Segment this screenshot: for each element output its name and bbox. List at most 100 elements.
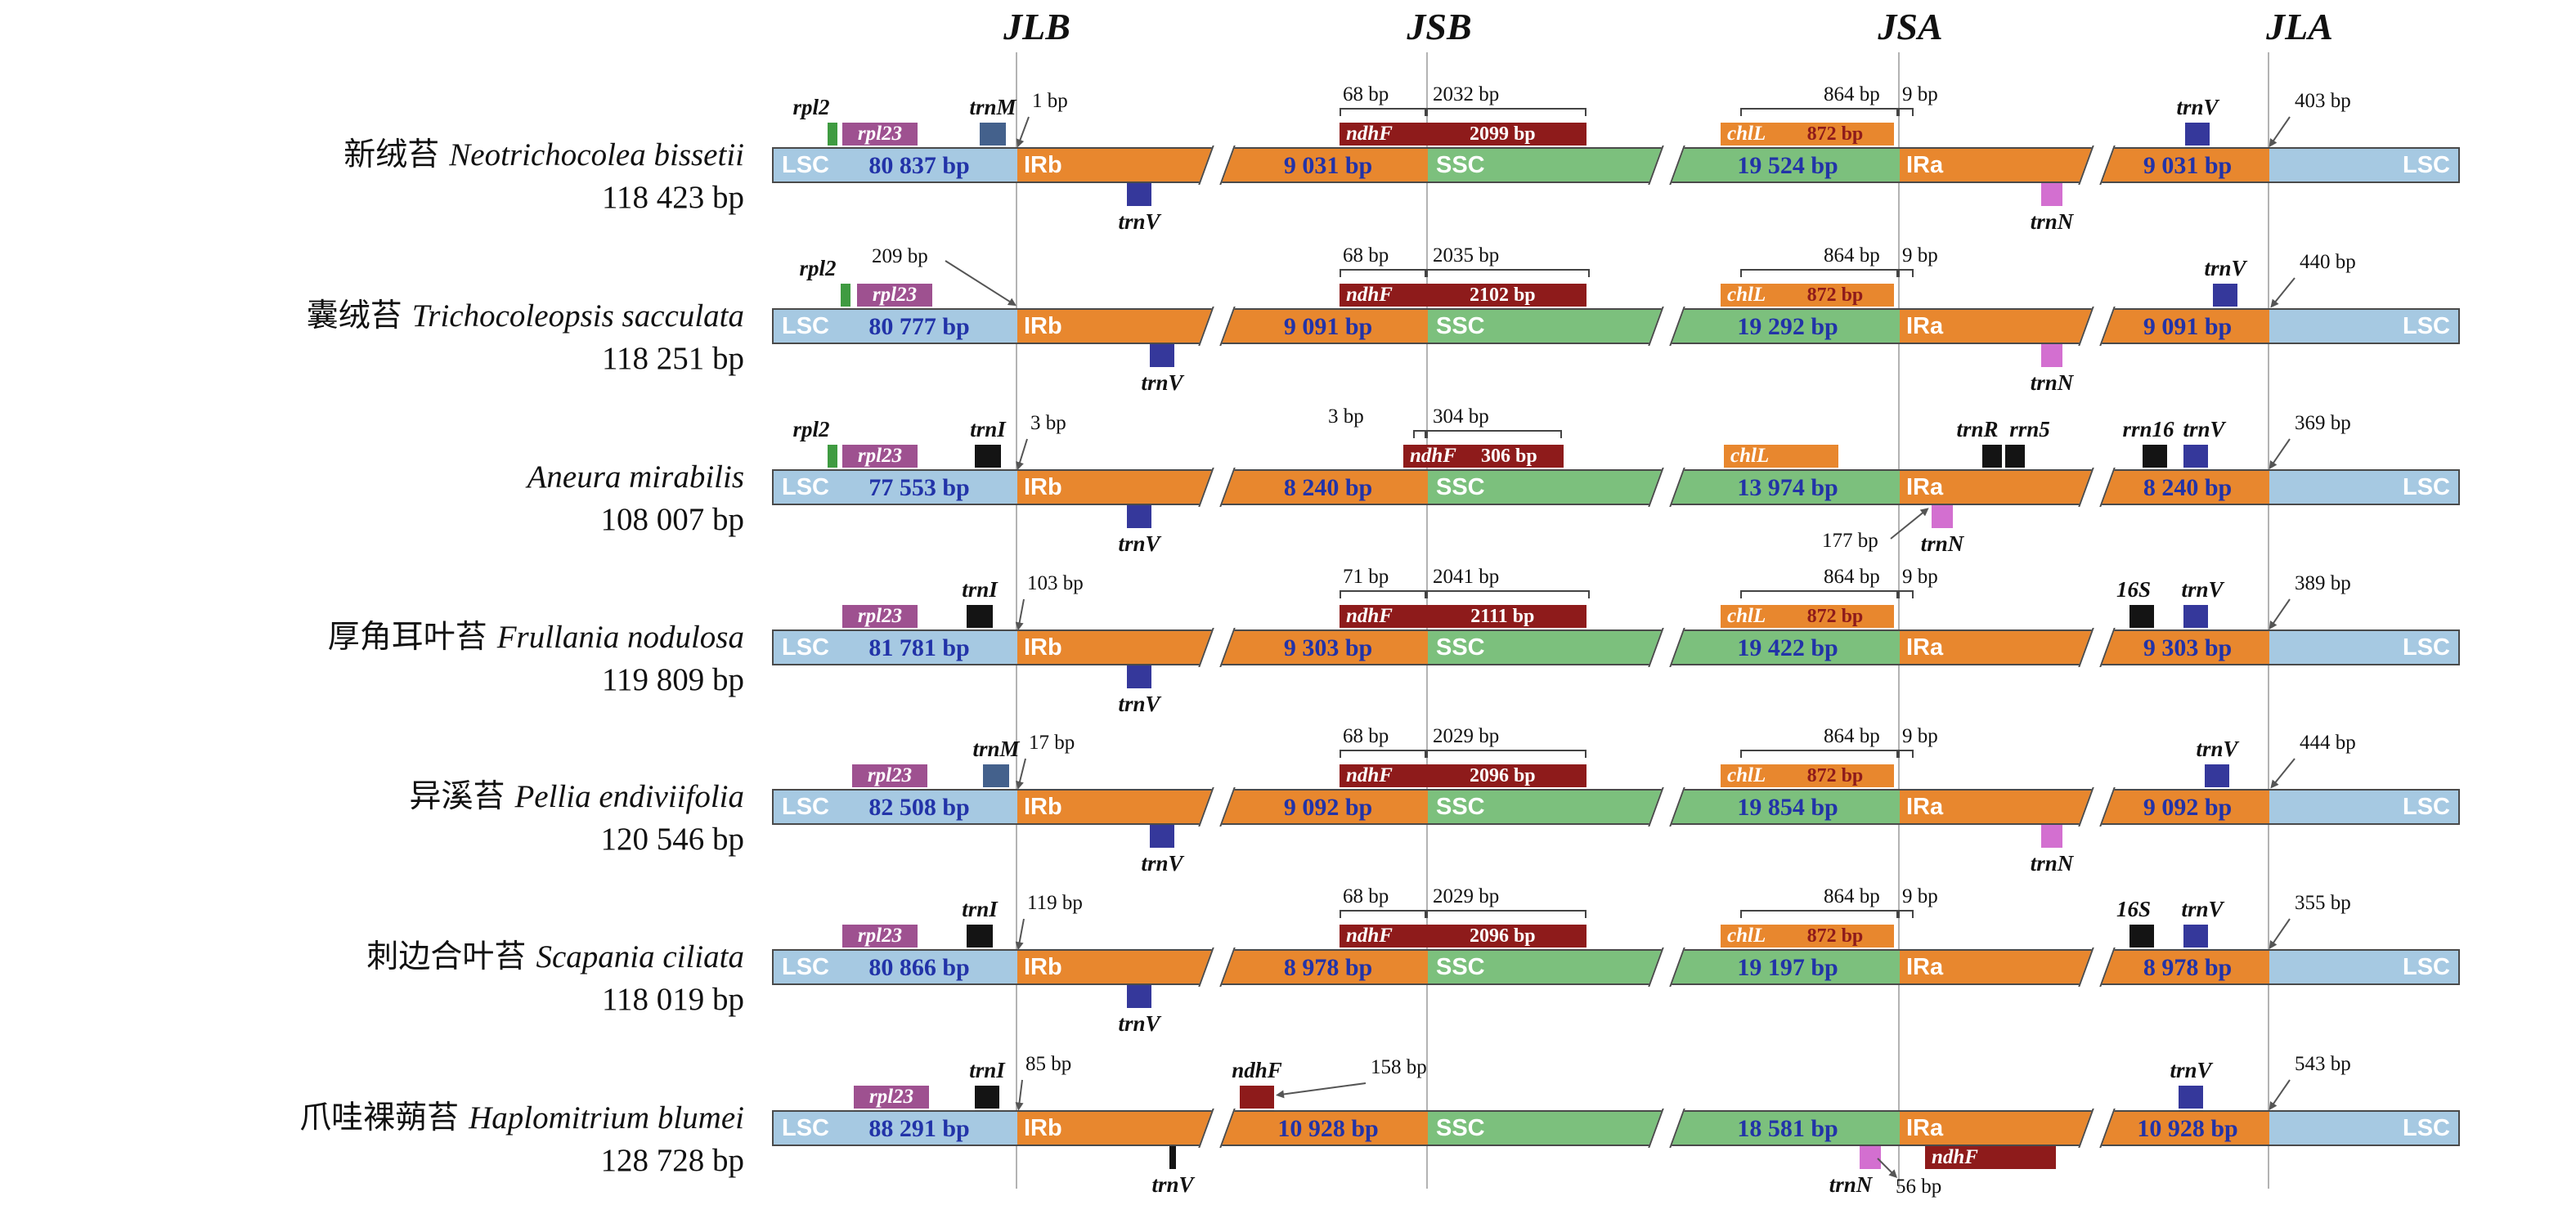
- lsc-left-label: LSC: [782, 1115, 829, 1141]
- gene-name-label: trnV: [2170, 1058, 2212, 1082]
- gene-box-trnv: [1169, 1146, 1176, 1169]
- gene-name-label: ndhF: [1932, 1146, 1978, 1168]
- sequence-break: [2078, 146, 2116, 185]
- gene-name-label: ndhF: [1410, 445, 1456, 467]
- gene-size-label: 2111 bp: [1470, 606, 1535, 627]
- measure-bracket-label: 864 bp: [1824, 566, 1880, 588]
- gene-name-label: trnV: [2196, 737, 2238, 761]
- measure-bracket: [1340, 269, 1426, 277]
- annotation-arrowhead: [1919, 504, 1932, 517]
- measure-bracket: [1340, 590, 1426, 598]
- gene-name-label: rpl23: [857, 605, 903, 627]
- segment-lsc-right: [2269, 149, 2458, 181]
- irb-size: 8 240 bp: [1283, 474, 1373, 501]
- sequence-break: [1648, 468, 1685, 507]
- ira-size: 9 091 bp: [2143, 313, 2233, 340]
- gene-box-trnm: [983, 764, 1009, 787]
- segment-lsc-right: [2269, 631, 2458, 664]
- measure-bracket-label: 71 bp: [1343, 566, 1389, 588]
- gene-name-label: trnV: [1151, 1172, 1194, 1197]
- junction-label-jsb: JSB: [1407, 6, 1472, 47]
- gene-size-label: 2096 bp: [1469, 765, 1536, 786]
- annotation-arrow: [2265, 116, 2291, 150]
- segment-irb: [1017, 471, 1428, 504]
- irb-label: IRb: [1024, 634, 1062, 661]
- gene-box-chll: chlL 872 bp: [1721, 123, 1894, 146]
- gene-name-label: chlL: [1727, 284, 1766, 306]
- species-total-size: 128 728 bp: [600, 1143, 745, 1178]
- species-name-block: Aneura mirabilis 108 007 bp: [33, 458, 744, 539]
- lsc-left-label: LSC: [782, 152, 829, 178]
- lsc-left-label: LSC: [782, 954, 829, 980]
- gene-name-label: trnM: [972, 737, 1020, 761]
- gene-name-label: trnI: [962, 577, 998, 602]
- distance-annotation: 444 bp: [2300, 732, 2356, 754]
- distance-annotation: 103 bp: [1027, 572, 1084, 594]
- lsc-right-label: LSC: [2403, 1115, 2450, 1141]
- distance-annotation: 1 bp: [1032, 90, 1068, 112]
- gene-size-label: 872 bp: [1806, 606, 1864, 627]
- segment-ira: [1900, 1112, 2269, 1145]
- genome-bar: LSC IRb SSC IRa LSC 80 866 bp 8 978 bp 19 197 b…: [772, 947, 2460, 987]
- segment-ira: [1900, 310, 2269, 343]
- measure-bracket: [1426, 269, 1590, 277]
- gene-size-label: 2099 bp: [1469, 123, 1536, 145]
- gene-name-label: ndhF: [1346, 925, 1393, 947]
- distance-annotation: 389 bp: [2295, 572, 2351, 594]
- gene-box-trnv: [1127, 505, 1151, 528]
- ira-size: 9 031 bp: [2143, 152, 2233, 179]
- measure-bracket-label: 9 bp: [1902, 244, 1938, 267]
- measure-bracket-label: 864 bp: [1824, 244, 1880, 267]
- species-name-cn: 囊绒苔: [306, 298, 402, 334]
- junction-line-jla: [2268, 52, 2269, 1189]
- gene-name-label: rpl2: [799, 256, 837, 280]
- gene-name-label: chlL: [1730, 445, 1770, 467]
- gene-box-rpl23: rpl23: [857, 284, 932, 307]
- gene-name-label: chlL: [1727, 605, 1766, 627]
- gene-box-trnv: [2205, 764, 2229, 787]
- gene-box-trnv: [1127, 665, 1151, 688]
- sequence-break: [1198, 1109, 1236, 1148]
- segment-lsc-left: [774, 951, 1017, 983]
- gene-box-rrn5: [2005, 445, 2025, 468]
- junction-label-jla: JLA: [2266, 6, 2333, 47]
- sequence-break: [1648, 628, 1685, 667]
- measure-bracket: [1740, 590, 1898, 598]
- lsc-size: 81 781 bp: [868, 634, 970, 661]
- sequence-break: [1198, 146, 1236, 185]
- species-total-size: 118 251 bp: [601, 341, 744, 376]
- lsc-size: 80 866 bp: [868, 954, 970, 981]
- sequence-break: [2078, 628, 2116, 667]
- measure-bracket-label: 2032 bp: [1433, 83, 1500, 105]
- lsc-size: 77 553 bp: [868, 474, 970, 501]
- lsc-left-label: LSC: [782, 313, 829, 339]
- irb-label: IRb: [1024, 313, 1062, 339]
- irb-label: IRb: [1024, 474, 1062, 500]
- gene-name-label: trnR: [1956, 417, 1999, 441]
- gene-name-label: trnN: [1920, 531, 1964, 556]
- ira-size: 8 240 bp: [2143, 474, 2233, 501]
- measure-bracket-label: 9 bp: [1902, 725, 1938, 747]
- gene-box-rrn16: [2143, 445, 2167, 468]
- ira-size: 9 092 bp: [2143, 794, 2233, 821]
- genome-bar: LSC IRb SSC IRa LSC 77 553 bp 8 240 bp 13 974 b…: [772, 468, 2460, 507]
- gene-box-ndhf: ndhF 2099 bp: [1340, 123, 1586, 146]
- gene-box-trnn: [2041, 825, 2062, 848]
- species-name-block: 厚角耳叶苔 Frullania nodulosa 119 809 bp: [33, 618, 744, 699]
- gene-box-rpl23: rpl23: [842, 445, 918, 468]
- gene-name-label: ndhF: [1346, 284, 1393, 306]
- ira-label: IRa: [1906, 954, 1944, 980]
- gene-size-label: 872 bp: [1806, 284, 1864, 306]
- sequence-break: [2078, 947, 2116, 987]
- species-name-block: 新绒苔 Neotrichocolea bissetii 118 423 bp: [33, 136, 744, 217]
- segment-lsc-right: [2269, 951, 2458, 983]
- gene-box-trnv: [2183, 605, 2208, 628]
- measure-bracket-label: 864 bp: [1824, 725, 1880, 747]
- measure-bracket: [1426, 910, 1586, 918]
- segment-irb: [1017, 1112, 1428, 1145]
- distance-annotation: 119 bp: [1027, 892, 1083, 914]
- ssc-size: 19 524 bp: [1737, 152, 1838, 179]
- gene-name-label: rpl23: [867, 764, 913, 786]
- annotation-arrow: [1013, 438, 1028, 472]
- gene-name-label: trnV: [2183, 417, 2225, 441]
